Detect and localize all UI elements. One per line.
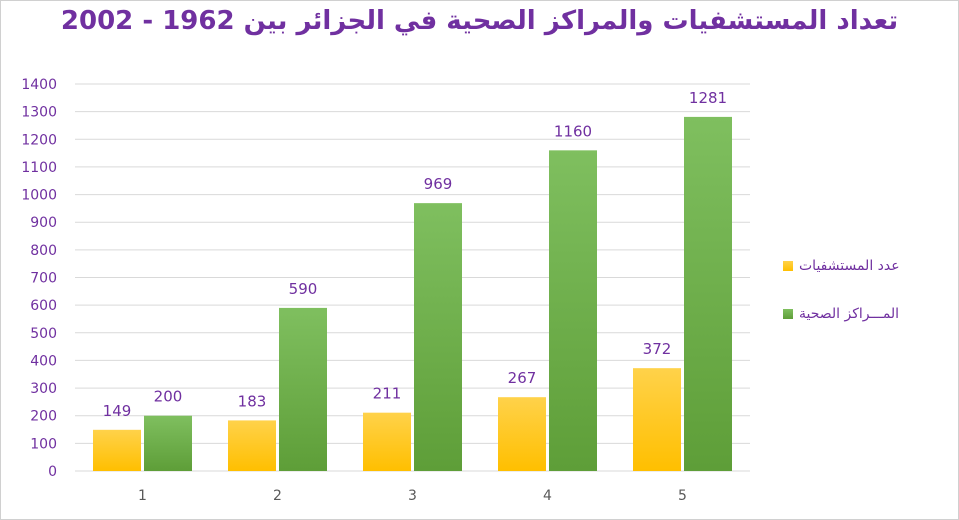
legend-swatch-health-centers <box>783 309 793 319</box>
data-label-health-centers: 1281 <box>689 89 727 107</box>
y-tick-label: 700 <box>30 271 57 287</box>
y-tick-label: 1400 <box>21 77 57 93</box>
data-label-health-centers: 200 <box>154 388 183 406</box>
data-label-hospitals: 183 <box>238 392 267 410</box>
y-axis-ticks: 0 100 200 300 400 500 600 700 800 900 1000 1100 1200… <box>21 77 57 480</box>
bars <box>93 116 732 472</box>
y-tick-label: 1000 <box>21 188 57 204</box>
y-tick-label: 100 <box>30 436 57 452</box>
bar-health-centers <box>144 415 192 471</box>
y-tick-label: 800 <box>30 243 57 259</box>
data-label-health-centers: 1160 <box>554 122 592 140</box>
legend-label-hospitals: عدد المستشفيات <box>799 258 900 274</box>
data-label-health-centers: 969 <box>424 175 453 193</box>
data-label-hospitals: 267 <box>508 369 537 387</box>
x-tick-label: 4 <box>543 488 552 504</box>
y-tick-label: 400 <box>30 353 57 369</box>
x-axis-ticks: 1 2 3 4 5 <box>138 488 687 504</box>
y-tick-label: 1200 <box>21 132 57 148</box>
data-label-hospitals: 149 <box>103 402 132 420</box>
bar-hospitals <box>93 429 141 471</box>
legend-label-health-centers: المـــراكز الصحية <box>799 306 900 322</box>
legend-item-health-centers: المـــراكز الصحية <box>783 303 953 325</box>
legend: عدد المستشفيات المـــراكز الصحية <box>783 255 953 351</box>
data-label-hospitals: 211 <box>373 385 402 403</box>
x-tick-label: 3 <box>408 488 417 504</box>
legend-swatch-hospitals <box>783 261 793 271</box>
chart-title: تعداد المستشفيات والمراكز الصحية في الجز… <box>60 6 899 36</box>
bar-hospitals <box>228 420 276 471</box>
y-tick-label: 500 <box>30 326 57 342</box>
x-tick-label: 5 <box>678 488 687 504</box>
data-labels: 149 200 183 590 211 969 267 1160 372 1281 <box>103 89 727 420</box>
x-tick-label: 1 <box>138 488 147 504</box>
bar-hospitals <box>498 397 546 471</box>
data-label-health-centers: 590 <box>289 280 318 298</box>
y-tick-label: 0 <box>48 464 57 480</box>
y-tick-label: 1300 <box>21 105 57 121</box>
y-tick-label: 300 <box>30 381 57 397</box>
bar-health-centers <box>549 150 597 472</box>
bar-health-centers <box>684 116 732 472</box>
bar-hospitals <box>633 368 681 471</box>
bar-health-centers <box>279 307 327 471</box>
legend-item-hospitals: عدد المستشفيات <box>783 255 953 277</box>
data-label-hospitals: 372 <box>643 340 672 358</box>
y-tick-label: 600 <box>30 298 57 314</box>
y-tick-label: 900 <box>30 215 57 231</box>
x-tick-label: 2 <box>273 488 282 504</box>
y-tick-label: 200 <box>30 409 57 425</box>
y-tick-label: 1100 <box>21 160 57 176</box>
bar-health-centers <box>414 203 462 471</box>
bar-hospitals <box>363 412 411 471</box>
